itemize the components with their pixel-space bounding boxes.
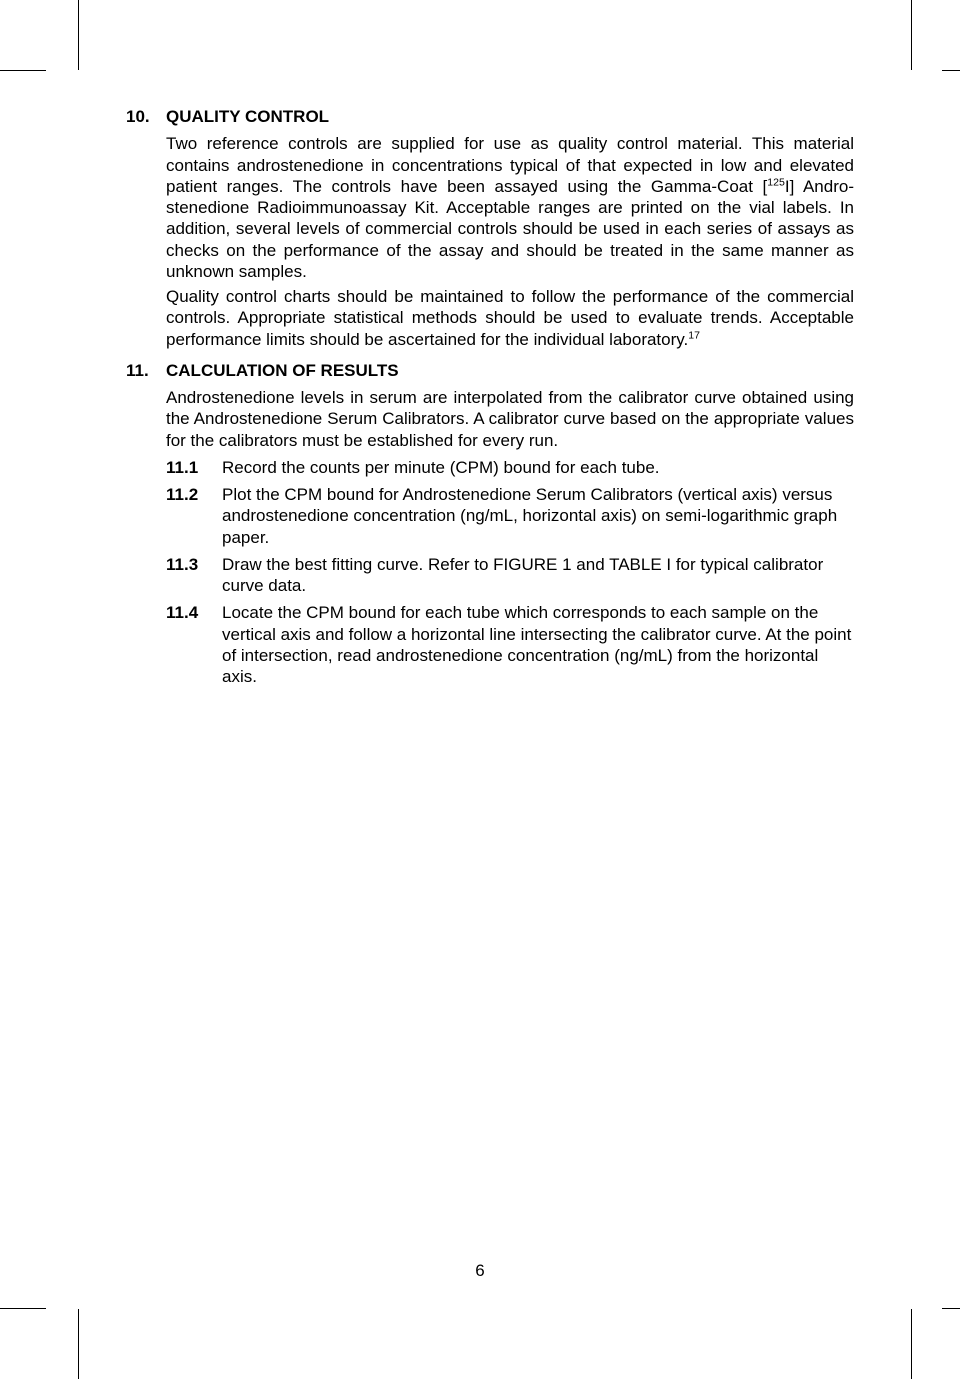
section-10-number: 10. [126, 106, 166, 127]
superscript: 17 [688, 329, 700, 341]
step-number: 11.2 [166, 484, 222, 548]
section-11-heading: 11. CALCULATION OF RESULTS [126, 360, 854, 381]
text-run: Quality control charts should be maintai… [166, 287, 854, 349]
step-number: 11.3 [166, 554, 222, 597]
step-11-1: 11.1 Record the counts per minute (CPM) … [166, 457, 854, 478]
section-11-intro: Androstenedione levels in serum are inte… [166, 387, 854, 451]
step-text: Locate the CPM bound for each tube which… [222, 602, 854, 687]
step-11-3: 11.3 Draw the best fitting curve. Refer … [166, 554, 854, 597]
crop-mark [0, 1308, 46, 1309]
step-text: Draw the best fitting curve. Refer to FI… [222, 554, 854, 597]
section-11-title: CALCULATION OF RESULTS [166, 360, 399, 381]
step-11-2: 11.2 Plot the CPM bound for Androstenedi… [166, 484, 854, 548]
section-10-heading: 10. QUALITY CONTROL [126, 106, 854, 127]
crop-mark [911, 1309, 912, 1379]
step-text: Plot the CPM bound for Androstenedione S… [222, 484, 854, 548]
section-11-number: 11. [126, 360, 166, 381]
superscript: 125 [767, 176, 785, 188]
page-content: 10. QUALITY CONTROL Two reference contro… [126, 96, 854, 687]
section-10-title: QUALITY CONTROL [166, 106, 329, 127]
page-number: 6 [0, 1261, 960, 1281]
step-number: 11.4 [166, 602, 222, 687]
crop-mark [942, 70, 960, 71]
step-text: Record the counts per minute (CPM) bound… [222, 457, 854, 478]
section-11-intro-text: Androstenedione levels in serum are inte… [166, 387, 854, 451]
step-number: 11.1 [166, 457, 222, 478]
crop-mark [942, 1308, 960, 1309]
crop-mark [0, 70, 46, 71]
text-run: Two reference controls are supplied for … [166, 134, 854, 196]
crop-mark [78, 0, 79, 70]
step-11-4: 11.4 Locate the CPM bound for each tube … [166, 602, 854, 687]
section-10-para-1: Two reference controls are supplied for … [166, 133, 854, 282]
crop-mark [78, 1309, 79, 1379]
crop-mark [911, 0, 912, 70]
section-10-body: Two reference controls are supplied for … [166, 133, 854, 350]
section-10-para-2: Quality control charts should be maintai… [166, 286, 854, 350]
